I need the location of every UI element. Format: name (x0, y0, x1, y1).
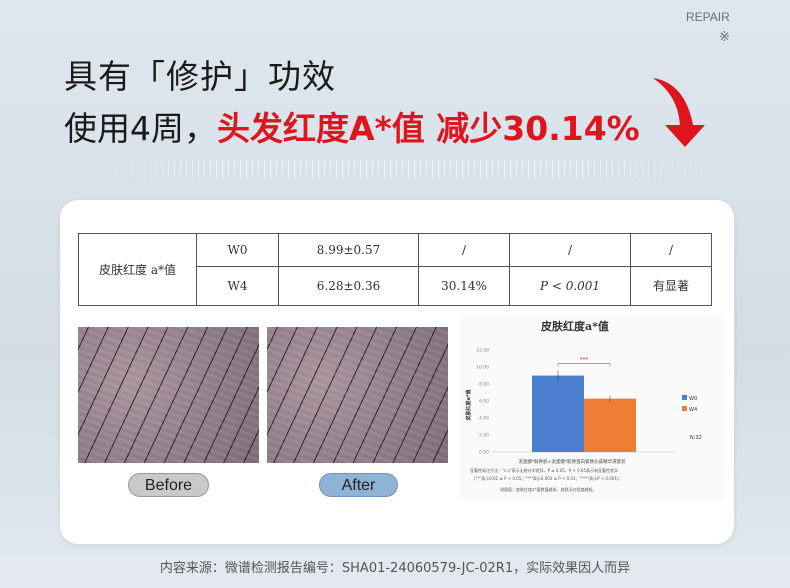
bar-W4 (584, 398, 636, 452)
table-cell: / (630, 233, 712, 267)
legend-swatch (682, 395, 687, 400)
y-tick-label: 6.00 (479, 399, 489, 405)
results-table: 皮肤红度 a*值 W0 8.99±0.57 / / / W4 6.28±0.36… (78, 233, 712, 307)
legend-label: W4 (689, 407, 697, 413)
legend-swatch (682, 406, 687, 411)
bar-W0 (532, 375, 584, 452)
ruler-decoration (90, 160, 710, 178)
y-tick-label: 0.00 (479, 450, 489, 456)
after-label: After (319, 473, 398, 497)
y-tick-label: 2.00 (479, 433, 489, 439)
y-tick-label: 12.00 (476, 348, 489, 354)
y-tick-label: 4.00 (479, 416, 489, 422)
significance-label: *** (580, 357, 589, 364)
y-tick-label: 8.00 (479, 382, 489, 388)
repair-tag: REPAIR (686, 10, 730, 24)
table-row: W4 6.28±0.36 30.14% P < 0.001 有显著 (79, 265, 712, 307)
subheadline: 使用4周，头发红度A*值 减少30.14% (64, 102, 640, 150)
x-axis-label: 泥蛋娜*鲜养肌+泥蛋娜*胶原蛋白紧致头皮精华液套装 (518, 458, 626, 465)
table-cell: / (418, 233, 510, 267)
legend-label: W0 (689, 396, 697, 402)
metric-cell: 皮肤红度 a*值 (78, 233, 197, 306)
table-cell: W0 (196, 233, 279, 267)
y-tick-label: 10.00 (476, 365, 489, 371)
subheadline-prefix: 使用4周， (64, 109, 217, 148)
down-arrow-icon (653, 78, 705, 147)
y-axis-label: 皮肤红度a*值 (465, 390, 472, 422)
table-cell: 30.14% (418, 265, 510, 307)
table-cell: P < 0.001 (509, 265, 631, 307)
redness-bar-chart: 皮肤红度a*值 皮肤红度a*值 0.00 2.00 4.00 6.00 8.00 10.0… (460, 315, 725, 500)
headline: 具有「修护」功效 (64, 57, 336, 96)
chart-note: 测量值：皮肤红度a*值数值越低，皮肤泛红程度越轻。 (500, 486, 596, 492)
source-footnote: 内容来源：微谱检测报告编号：SHA01-24060579-JC-02R1，实际效… (159, 561, 631, 576)
table-cell: 6.28±0.36 (278, 265, 419, 307)
before-scalp-photo (78, 327, 259, 463)
n-label: N:32 (690, 435, 702, 441)
chart-note: ("*"表示0.01 ≤ P < 0.05；"**"表示0.001 ≤ P < … (474, 475, 623, 481)
table-cell: 8.99±0.57 (278, 233, 419, 267)
table-cell: 有显著 (630, 265, 712, 307)
after-scalp-photo (267, 327, 448, 463)
table-row: 皮肤红度 a*值 W0 8.99±0.57 / / / (78, 233, 712, 306)
chart-note: 显著性标注方法："n.s"表示无统计学差异，P ≥ 0.05，P < 0.05表… (470, 467, 618, 473)
significance-bracket (557, 363, 611, 367)
table-cell: / (509, 233, 631, 267)
table-cell: W4 (196, 265, 279, 307)
reference-mark: ※ (719, 30, 730, 45)
before-label: Before (128, 473, 209, 497)
subheadline-highlight: 头发红度A*值 减少30.14% (217, 109, 640, 148)
chart-title: 皮肤红度a*值 (540, 319, 609, 333)
